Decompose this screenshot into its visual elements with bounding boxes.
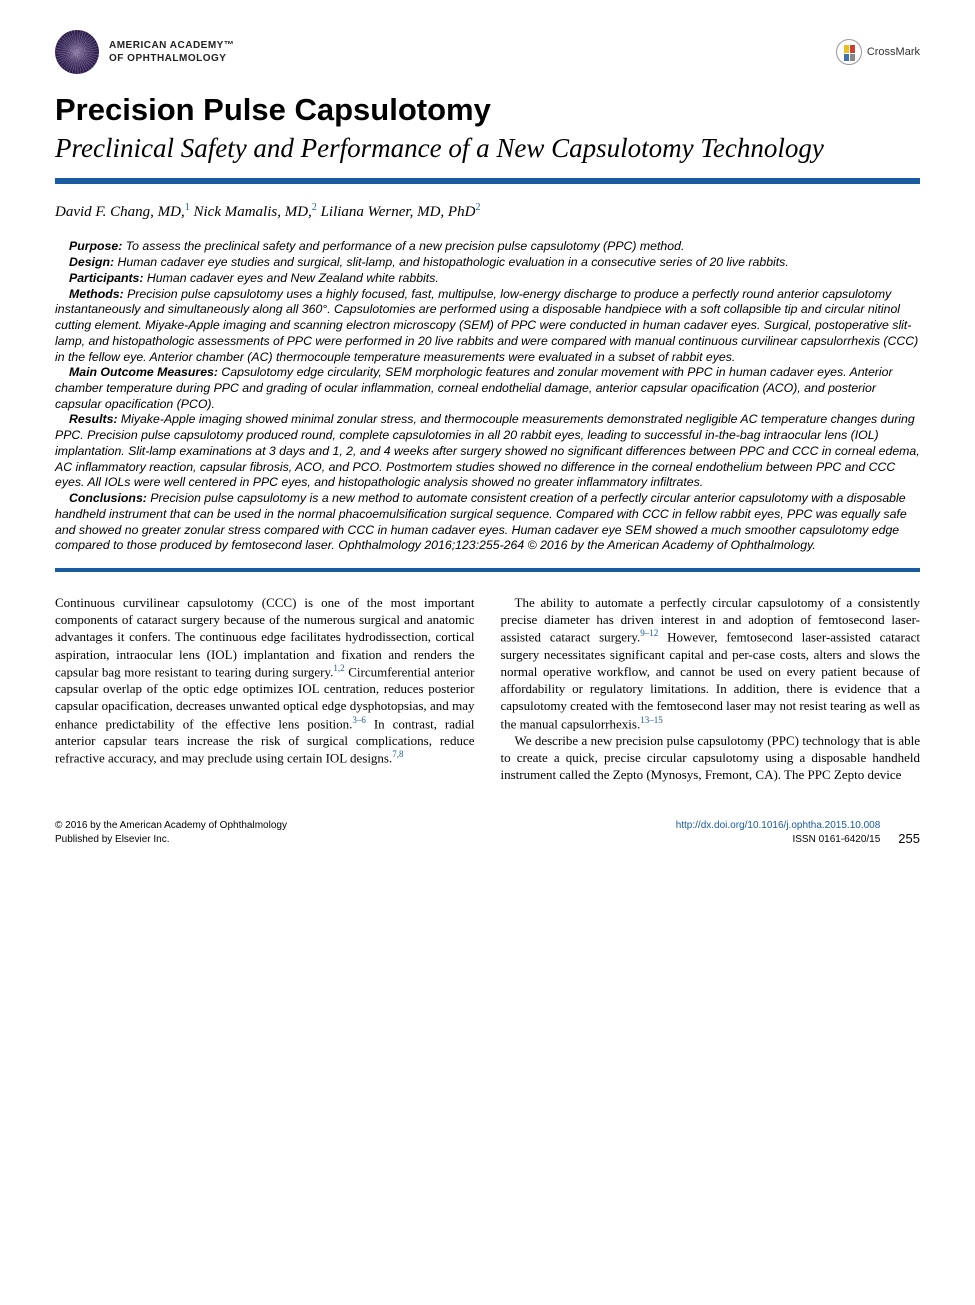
results-text: Miyake-Apple imaging showed minimal zonu… <box>55 412 920 489</box>
results-label: Results: <box>69 412 118 426</box>
journal-citation: Ophthalmology 2016;123:255-264 © 2016 by… <box>338 538 816 552</box>
conclusions-label: Conclusions: <box>69 491 147 505</box>
author-list: David F. Chang, MD,1 Nick Mamalis, MD,2 … <box>55 202 920 221</box>
author-2-aff-link[interactable]: 2 <box>312 202 317 213</box>
publisher-logo-block: AMERICAN ACADEMY™ OF OPHTHALMOLOGY <box>55 30 234 74</box>
page-footer: © 2016 by the American Academy of Ophtha… <box>55 819 920 846</box>
participants-text: Human cadaver eyes and New Zealand white… <box>143 271 438 285</box>
publisher-logo-icon <box>55 30 99 74</box>
ref-link-7-8[interactable]: 7,8 <box>392 749 403 759</box>
footer-right-block: http://dx.doi.org/10.1016/j.ophtha.2015.… <box>676 819 920 846</box>
ref-link-13-15[interactable]: 13–15 <box>640 715 663 725</box>
publisher-text: Published by Elsevier Inc. <box>55 834 170 845</box>
design-text: Human cadaver eye studies and surgical, … <box>114 255 789 269</box>
publisher-line2: OF OPHTHALMOLOGY <box>109 53 226 64</box>
participants-label: Participants: <box>69 271 143 285</box>
methods-text: Precision pulse capsulotomy uses a highl… <box>55 287 918 364</box>
abstract: Purpose: To assess the preclinical safet… <box>55 239 920 554</box>
author-2-name: Nick Mamalis, MD, <box>193 204 311 220</box>
design-label: Design: <box>69 255 114 269</box>
ref-link-3-6[interactable]: 3–6 <box>352 715 366 725</box>
publisher-line1: AMERICAN ACADEMY™ <box>109 40 234 51</box>
title-divider <box>55 178 920 184</box>
ref-link-9-12[interactable]: 9–12 <box>640 628 658 638</box>
publisher-name: AMERICAN ACADEMY™ OF OPHTHALMOLOGY <box>109 39 234 66</box>
purpose-text: To assess the preclinical safety and per… <box>122 239 684 253</box>
abstract-divider <box>55 568 920 572</box>
ref-link-1-2[interactable]: 1,2 <box>333 663 344 673</box>
footer-right: http://dx.doi.org/10.1016/j.ophtha.2015.… <box>676 819 881 846</box>
article-title: Precision Pulse Capsulotomy <box>55 92 920 128</box>
header-row: AMERICAN ACADEMY™ OF OPHTHALMOLOGY Cross… <box>55 30 920 74</box>
issn-text: ISSN 0161-6420/15 <box>792 834 880 845</box>
doi-link[interactable]: http://dx.doi.org/10.1016/j.ophtha.2015.… <box>676 820 881 831</box>
copyright-text: © 2016 by the American Academy of Ophtha… <box>55 820 287 831</box>
purpose-label: Purpose: <box>69 239 122 253</box>
body-text: Continuous curvilinear capsulotomy (CCC)… <box>55 594 920 783</box>
article-subtitle: Preclinical Safety and Performance of a … <box>55 132 920 164</box>
footer-left: © 2016 by the American Academy of Ophtha… <box>55 819 287 846</box>
body-p3: We describe a new precision pulse capsul… <box>501 733 921 782</box>
author-3-aff-link[interactable]: 2 <box>475 202 480 213</box>
author-1-aff-link[interactable]: 1 <box>185 202 190 213</box>
crossmark-label: CrossMark <box>867 46 920 58</box>
mom-label: Main Outcome Measures: <box>69 365 218 379</box>
page-number: 255 <box>898 831 920 846</box>
crossmark-icon <box>836 39 862 65</box>
author-3-name: Liliana Werner, MD, PhD <box>321 204 476 220</box>
author-1-name: David F. Chang, MD, <box>55 204 185 220</box>
methods-label: Methods: <box>69 287 124 301</box>
crossmark-badge[interactable]: CrossMark <box>836 39 920 65</box>
